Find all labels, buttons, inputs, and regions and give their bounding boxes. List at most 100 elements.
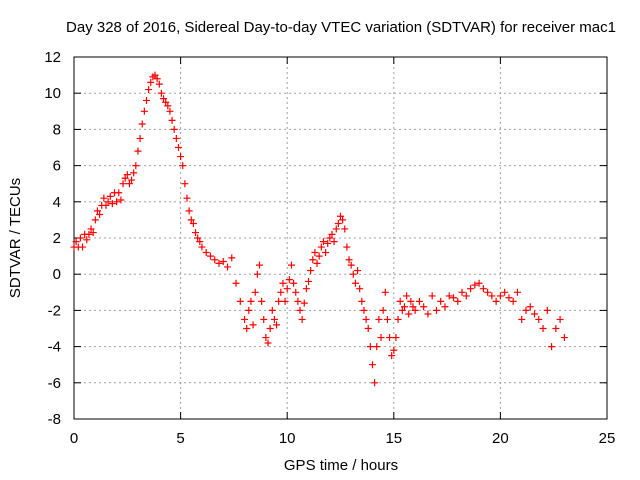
data-point <box>405 310 413 318</box>
data-point <box>518 315 526 323</box>
data-point <box>247 297 255 305</box>
data-point <box>300 299 308 307</box>
y-tick-label: -4 <box>48 339 61 356</box>
data-point <box>366 343 374 351</box>
data-point <box>287 261 295 269</box>
data-point <box>543 306 551 314</box>
data-point <box>428 292 436 300</box>
data-point <box>241 315 249 323</box>
data-point <box>317 243 325 251</box>
data-point <box>106 192 114 200</box>
data-point <box>102 201 110 209</box>
data-point <box>179 162 187 170</box>
data-point <box>228 254 236 262</box>
data-point <box>437 297 445 305</box>
data-point <box>332 225 340 233</box>
data-point <box>134 147 142 155</box>
data-point <box>313 259 321 267</box>
y-tick-label: 2 <box>53 230 61 247</box>
data-point <box>83 236 91 244</box>
data-point <box>108 200 116 208</box>
data-point <box>132 162 140 170</box>
data-point <box>104 198 112 206</box>
data-point <box>166 107 174 115</box>
data-point <box>275 297 283 305</box>
data-point <box>324 239 332 247</box>
x-tick-label: 10 <box>279 430 296 447</box>
data-point <box>79 243 87 251</box>
data-point <box>96 210 104 218</box>
data-point <box>337 212 344 220</box>
data-point <box>128 176 136 184</box>
data-point <box>255 261 263 269</box>
data-point <box>279 279 287 287</box>
data-point <box>177 153 185 161</box>
data-point <box>383 315 391 323</box>
data-point <box>479 285 487 293</box>
data-point <box>194 234 202 242</box>
data-point <box>174 144 182 151</box>
data-point <box>358 297 366 305</box>
data-point <box>181 180 189 188</box>
data-point <box>215 259 223 267</box>
data-point <box>454 297 462 305</box>
data-point <box>330 238 338 246</box>
data-point <box>85 230 93 238</box>
data-point <box>260 315 268 323</box>
data-point <box>458 288 466 296</box>
data-point <box>296 306 304 314</box>
y-tick-label: -2 <box>48 302 61 319</box>
data-point <box>307 267 315 275</box>
data-point <box>386 334 394 342</box>
data-point <box>368 361 376 369</box>
y-tick-label: 8 <box>53 121 61 138</box>
data-point <box>76 234 84 242</box>
y-tick-label: -8 <box>48 411 61 428</box>
x-tick-labels: 0 5 10 15 20 25 <box>70 430 616 447</box>
data-point <box>196 238 204 246</box>
data-point <box>142 96 150 104</box>
data-point <box>467 285 475 293</box>
data-point <box>281 297 289 305</box>
data-point <box>560 334 568 342</box>
data-point <box>394 315 402 323</box>
data-point <box>362 315 370 323</box>
y-tick-label: -6 <box>48 375 61 392</box>
data-point <box>396 297 404 305</box>
data-point <box>501 288 509 296</box>
data-point <box>189 220 197 228</box>
data-point <box>349 270 357 278</box>
data-point <box>411 306 419 314</box>
data-point <box>183 194 191 202</box>
data-point <box>89 229 97 237</box>
data-point <box>153 75 161 83</box>
data-point <box>277 288 285 296</box>
data-point <box>309 256 317 264</box>
x-tick-label: 25 <box>599 430 616 447</box>
data-point <box>170 125 178 133</box>
data-point <box>123 171 131 179</box>
y-tick-label: 4 <box>53 194 61 211</box>
data-point <box>334 220 342 228</box>
data-point <box>403 292 411 300</box>
x-tick-label: 20 <box>492 430 509 447</box>
data-point <box>294 297 302 305</box>
data-point <box>526 303 534 311</box>
data-point <box>311 248 319 256</box>
data-point <box>315 252 323 260</box>
data-point <box>290 279 298 287</box>
data-point <box>339 216 347 224</box>
data-point <box>192 229 200 237</box>
data-point <box>243 325 251 332</box>
data-point <box>379 306 387 314</box>
data-point <box>140 107 148 115</box>
data-point <box>356 285 364 293</box>
data-point <box>449 294 457 302</box>
data-point <box>319 238 327 246</box>
data-point <box>398 306 406 314</box>
data-point <box>364 325 372 332</box>
data-point <box>505 294 513 302</box>
x-tick-label: 0 <box>70 430 78 447</box>
data-point <box>377 334 385 342</box>
y-tick-label: 12 <box>44 49 61 66</box>
